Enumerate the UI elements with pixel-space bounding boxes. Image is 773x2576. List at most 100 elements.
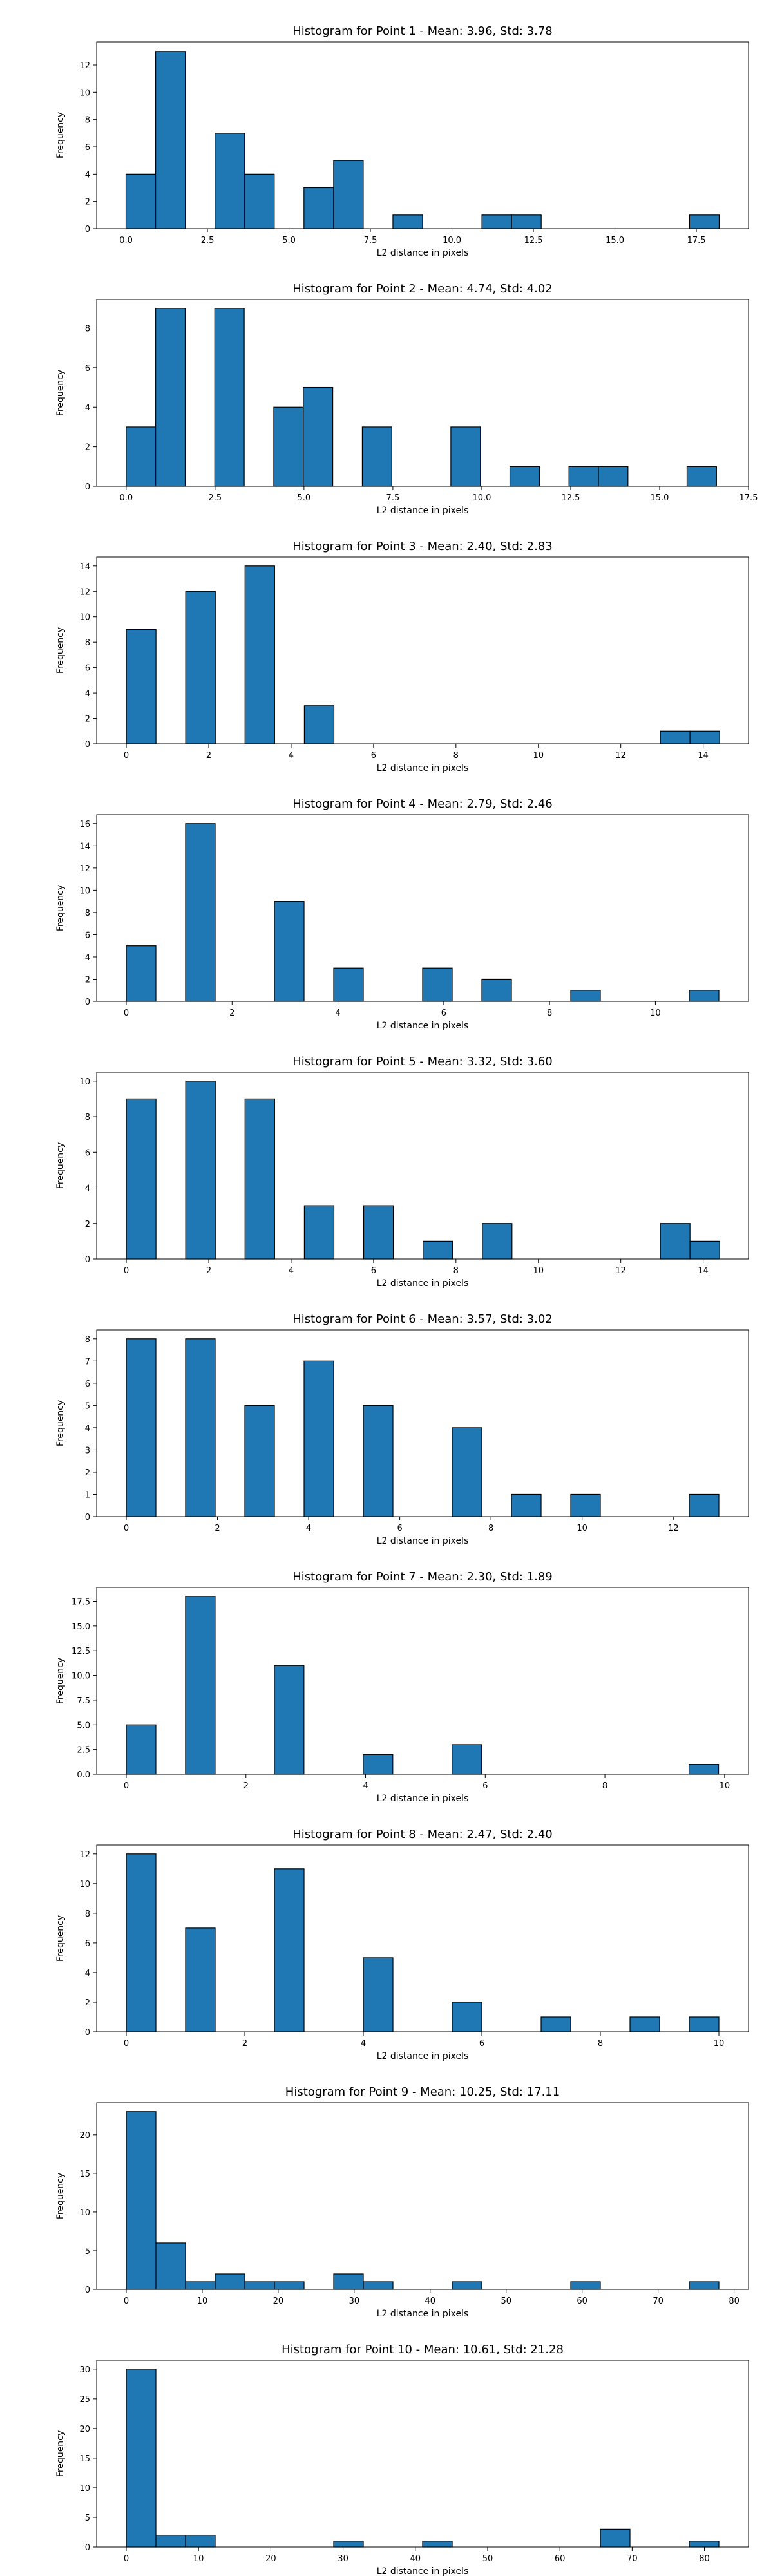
- y-tick-label: 8: [85, 909, 90, 918]
- x-tick-label: 14: [698, 751, 709, 761]
- x-tick-label: 17.5: [740, 493, 758, 503]
- histogram-bar: [689, 215, 719, 229]
- x-tick-label: 10: [533, 751, 544, 761]
- histogram-bar: [363, 1754, 393, 1774]
- x-tick-label: 80: [699, 2554, 710, 2564]
- x-tick-label: 10: [650, 1009, 661, 1018]
- histogram-bar: [215, 133, 245, 229]
- x-tick-label: 8: [453, 751, 459, 761]
- histogram-bar: [482, 1224, 512, 1259]
- x-tick-label: 0: [124, 2297, 129, 2306]
- y-tick-label: 8: [85, 1909, 90, 1919]
- histogram-bar: [364, 1206, 394, 1259]
- histogram-bar: [689, 1494, 719, 1517]
- x-tick-label: 0: [124, 751, 129, 761]
- x-tick-label: 30: [338, 2554, 348, 2564]
- x-axis-label: L2 distance in pixels: [377, 1278, 469, 1289]
- y-tick-label: 6: [85, 664, 90, 674]
- chart-title: Histogram for Point 3 - Mean: 2.40, Std:…: [292, 540, 553, 553]
- x-tick-label: 70: [653, 2297, 663, 2306]
- y-tick-label: 0: [85, 2028, 90, 2038]
- histogram-bar: [126, 2112, 156, 2289]
- y-tick-label: 0.0: [77, 1770, 90, 1780]
- y-tick-label: 0: [85, 1255, 90, 1265]
- x-tick-label: 10: [577, 1524, 587, 1533]
- y-axis-label: Frequency: [55, 2173, 66, 2219]
- y-axis-label: Frequency: [55, 112, 66, 158]
- histogram-bar: [304, 187, 334, 229]
- y-tick-label: 7.5: [77, 1696, 90, 1706]
- histogram-bar: [541, 2017, 571, 2032]
- histogram-bar: [423, 1241, 453, 1259]
- histogram-bar: [363, 1405, 393, 1517]
- histogram-bar: [393, 215, 423, 229]
- histogram-bar: [334, 2541, 363, 2547]
- y-tick-label: 15: [79, 2170, 90, 2179]
- x-tick-label: 4: [289, 1266, 294, 1276]
- y-tick-label: 20: [79, 2425, 90, 2434]
- histogram-bar: [510, 466, 540, 486]
- histogram-bar: [690, 731, 720, 744]
- histogram-panel-7: Histogram for Point 7 - Mean: 2.30, Std:…: [55, 1570, 749, 1804]
- x-axis-label: L2 distance in pixels: [377, 2309, 469, 2319]
- histogram-bar: [126, 427, 156, 486]
- histogram-bar: [334, 968, 363, 1001]
- histogram-bar: [245, 1405, 274, 1517]
- y-tick-label: 2: [85, 1220, 90, 1229]
- x-axis-label: L2 distance in pixels: [377, 2051, 469, 2061]
- x-tick-label: 20: [273, 2297, 284, 2306]
- y-tick-label: 12: [79, 1850, 90, 1860]
- histogram-bar: [156, 52, 186, 229]
- x-tick-label: 17.5: [687, 236, 706, 245]
- x-tick-label: 70: [627, 2554, 638, 2564]
- y-tick-label: 10: [79, 1077, 90, 1087]
- x-tick-label: 15.0: [650, 493, 669, 503]
- y-tick-label: 4: [85, 689, 90, 699]
- x-tick-label: 12.5: [524, 236, 543, 245]
- y-tick-label: 8: [85, 1113, 90, 1122]
- x-tick-label: 12: [615, 751, 626, 761]
- histogram-bar: [215, 2274, 245, 2289]
- histogram-bar: [126, 629, 156, 744]
- y-tick-label: 1: [85, 1490, 90, 1500]
- histogram-panel-10: Histogram for Point 10 - Mean: 10.61, St…: [55, 2343, 749, 2576]
- x-tick-label: 0.0: [119, 493, 133, 503]
- histogram-panel-5: Histogram for Point 5 - Mean: 3.32, Std:…: [55, 1055, 749, 1289]
- histogram-bar: [598, 466, 628, 486]
- x-tick-label: 50: [482, 2554, 493, 2564]
- x-tick-label: 2: [206, 751, 211, 761]
- y-tick-label: 14: [79, 562, 90, 572]
- y-tick-label: 12.5: [72, 1647, 90, 1656]
- histogram-bar: [245, 566, 274, 744]
- y-tick-label: 16: [79, 820, 90, 829]
- histogram-bar: [215, 308, 244, 486]
- x-tick-label: 5.0: [282, 236, 296, 245]
- x-tick-label: 14: [698, 1266, 709, 1276]
- chart-title: Histogram for Point 2 - Mean: 4.74, Std:…: [292, 282, 553, 296]
- plot-frame: [97, 2103, 749, 2289]
- histogram-bar: [600, 2529, 630, 2547]
- chart-title: Histogram for Point 6 - Mean: 3.57, Std:…: [292, 1312, 553, 1326]
- x-tick-label: 12: [615, 1266, 626, 1276]
- y-tick-label: 2: [85, 715, 90, 724]
- histogram-bar: [186, 1596, 215, 1774]
- x-tick-label: 10: [533, 1266, 544, 1276]
- x-axis-label: L2 distance in pixels: [377, 763, 469, 773]
- y-tick-label: 25: [79, 2395, 90, 2405]
- histogram-bar: [126, 1339, 156, 1517]
- histogram-bar: [156, 308, 186, 486]
- y-tick-label: 0: [85, 482, 90, 492]
- chart-title: Histogram for Point 7 - Mean: 2.30, Std:…: [292, 1570, 553, 1584]
- y-tick-label: 12: [79, 864, 90, 874]
- histogram-bar: [274, 902, 304, 1001]
- y-axis-label: Frequency: [55, 370, 66, 416]
- x-tick-label: 12.5: [561, 493, 580, 503]
- y-tick-label: 0: [85, 1513, 90, 1522]
- x-tick-label: 10.0: [443, 236, 461, 245]
- y-tick-label: 5: [85, 1401, 90, 1411]
- histogram-panel-9: Histogram for Point 9 - Mean: 10.25, Std…: [55, 2085, 749, 2319]
- x-tick-label: 30: [349, 2297, 360, 2306]
- x-axis-label: L2 distance in pixels: [377, 1536, 469, 1546]
- histogram-panel-3: Histogram for Point 3 - Mean: 2.40, Std:…: [55, 540, 749, 773]
